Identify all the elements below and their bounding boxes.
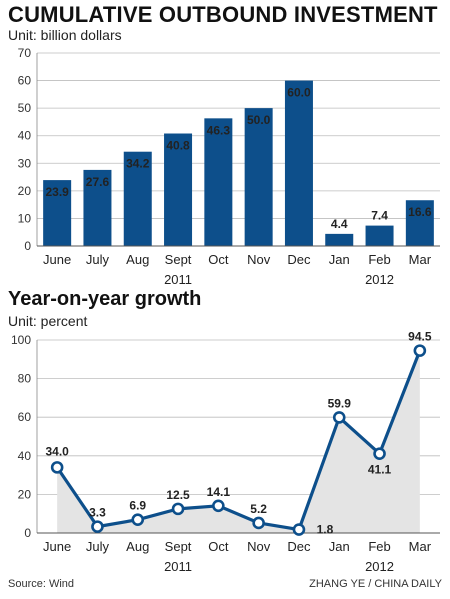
bar-x-tick-label: Mar [409, 252, 432, 267]
bar-x-tick-label: Jan [329, 252, 350, 267]
bar-value-label: 60.0 [287, 86, 311, 100]
line-x-tick-label: Oct [208, 539, 229, 554]
line-x-tick-label: Jan [329, 539, 350, 554]
bar-x-tick-label: July [86, 252, 110, 267]
line-point [50, 461, 64, 474]
bar-x-tick-label: Feb [368, 252, 390, 267]
line-value-label: 14.1 [207, 485, 231, 499]
line-area-fill [57, 350, 420, 533]
line-value-label: 1.8 [317, 523, 334, 537]
source-note: Source: Wind [8, 578, 75, 590]
bar-value-label: 16.6 [408, 205, 432, 219]
line-point [252, 516, 265, 530]
line-x-tick-label: July [86, 539, 110, 554]
bar-y-tick-label: 50 [18, 101, 32, 115]
bar-value-label: 34.2 [126, 157, 150, 171]
line-y-tick-label: 0 [24, 526, 31, 540]
bar-y-tick-label: 0 [24, 239, 31, 253]
line-value-label: 94.5 [408, 330, 432, 344]
line-chart-title: Year-on-year growth [8, 288, 202, 310]
line-point [131, 513, 145, 526]
bar-year-label-2011: 2011 [164, 272, 192, 287]
bar-chart: 0 10 20 30 40 50 60 70 23.9 June 27.6 July 34.2 Aug 40… [18, 46, 440, 287]
line-y-tick-label: 60 [18, 410, 32, 424]
line-value-label: 12.5 [166, 488, 190, 502]
line-value-label: 6.9 [129, 499, 146, 513]
bar [284, 80, 313, 246]
bar-x-tick-label: Nov [247, 252, 271, 267]
bar-value-label: 4.4 [331, 217, 348, 231]
line-point [292, 523, 306, 536]
bar [43, 180, 72, 246]
line-x-tick-label: Dec [287, 539, 311, 554]
bar-y-tick-label: 20 [18, 184, 32, 198]
line-y-tick-label: 40 [18, 449, 32, 463]
line-point [171, 502, 185, 516]
bar-x-tick-label: Sept [165, 252, 192, 267]
bar [244, 108, 273, 247]
bar-chart-unit: Unit: billion dollars [8, 27, 122, 43]
line-year-label-2012: 2012 [365, 559, 394, 574]
bar [123, 151, 152, 246]
bar-y-tick-label: 60 [18, 74, 32, 88]
bar-value-label: 40.8 [166, 139, 190, 153]
bar-value-label: 7.4 [371, 209, 388, 223]
bar-value-label: 23.9 [45, 185, 69, 199]
bar [164, 133, 193, 246]
line-series [55, 350, 422, 532]
bar-x-tick-label: Oct [208, 252, 229, 267]
line-y-tick-label: 80 [18, 372, 32, 386]
line-point [91, 520, 104, 533]
bar-value-label: 27.6 [86, 175, 110, 189]
line-value-label: 3.3 [89, 506, 106, 520]
credit-note: ZHANG YE / CHINA DAILY [309, 578, 442, 590]
line-x-tick-label: Feb [368, 539, 390, 554]
line-value-label: 59.9 [328, 396, 352, 410]
line-value-label: 5.2 [250, 502, 267, 516]
line-point [212, 499, 225, 513]
line-value-label: 34.0 [45, 444, 69, 458]
bar-x-tick-label: Dec [287, 252, 311, 267]
line-point [332, 411, 346, 424]
line-year-label-2011: 2011 [164, 559, 192, 574]
line-chart: 0 20 40 60 80 100 34.0 June 3.3 July 6.9 Aug 12.5 Sep… [11, 330, 440, 574]
bar-x-tick-label: Aug [126, 252, 149, 267]
bar-y-tick-label: 40 [18, 129, 32, 143]
bar-year-label-2012: 2012 [365, 272, 394, 287]
line-chart-unit: Unit: percent [8, 313, 88, 329]
line-x-tick-label: Aug [126, 539, 149, 554]
bar [365, 225, 394, 246]
line-y-tick-label: 20 [18, 487, 32, 501]
bar-y-tick-label: 70 [18, 46, 32, 60]
line-x-tick-label: Mar [409, 539, 432, 554]
bar [405, 200, 434, 246]
bar-x-tick-label: June [43, 252, 71, 267]
bar-chart-title: CUMULATIVE OUTBOUND INVESTMENT [8, 2, 438, 27]
line-value-label: 41.1 [368, 463, 392, 477]
bar-value-label: 46.3 [207, 123, 231, 137]
line-x-tick-label: June [43, 539, 71, 554]
line-point [373, 447, 386, 460]
line-point [413, 344, 427, 357]
bar-y-tick-label: 10 [18, 211, 32, 225]
bar-value-label: 50.0 [247, 113, 271, 127]
bar [83, 169, 112, 246]
line-y-tick-label: 100 [11, 333, 31, 347]
bar [204, 118, 233, 246]
bar [325, 233, 354, 246]
bar-y-tick-label: 30 [18, 156, 32, 170]
line-x-tick-label: Nov [247, 539, 271, 554]
line-x-tick-label: Sept [165, 539, 192, 554]
